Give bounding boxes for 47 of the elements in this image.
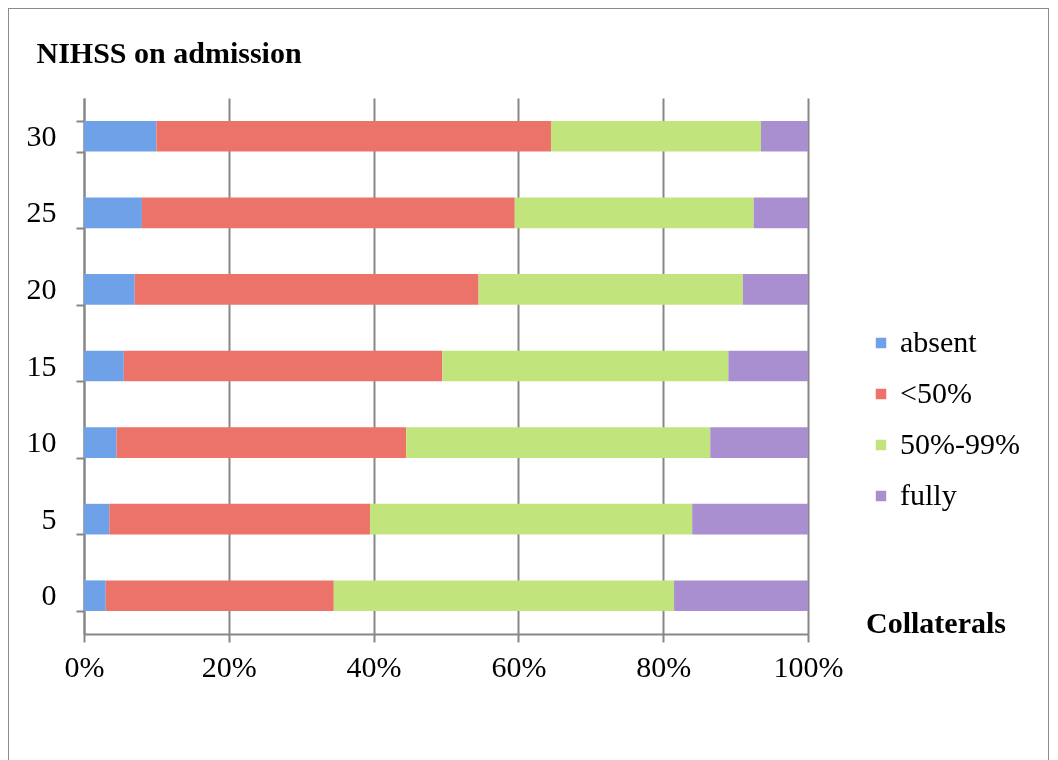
y-tick-label: 10	[26, 425, 57, 459]
x-tick-label: 60%	[491, 649, 547, 683]
x-tick-label: 0%	[64, 649, 105, 683]
x-tick-label: 40%	[346, 649, 402, 683]
bar	[84, 580, 106, 612]
bar	[514, 197, 754, 229]
y-tick-label: 15	[26, 348, 57, 382]
y-tick-label: 5	[41, 501, 57, 535]
bar	[105, 580, 334, 612]
bar	[728, 350, 808, 382]
bar	[369, 503, 693, 535]
bar	[760, 120, 808, 152]
legend-label: absent	[900, 325, 978, 358]
legend-label: 50%-99%	[900, 427, 1020, 460]
bar	[84, 120, 157, 152]
bar	[550, 120, 761, 152]
bar	[674, 580, 808, 612]
legend-label: fully	[900, 478, 957, 511]
bar	[84, 350, 124, 382]
bar	[109, 503, 370, 535]
y-tick-label: 30	[26, 118, 57, 152]
bar	[116, 427, 407, 458]
bar	[692, 503, 808, 535]
x-tick-label: 80%	[636, 649, 692, 683]
legend-title: Collaterals	[866, 606, 1006, 639]
bar	[141, 197, 515, 229]
bar	[406, 427, 711, 458]
bar	[710, 427, 808, 458]
y-axis-title: NIHSS on admission	[36, 35, 302, 69]
bar	[442, 350, 729, 382]
bar	[478, 274, 743, 305]
x-tick-label: 20%	[201, 649, 257, 683]
y-tick-label: 25	[26, 195, 57, 229]
bar	[84, 427, 117, 458]
legend-label: <50%	[900, 376, 972, 409]
bar	[123, 350, 443, 382]
x-tick-label: 100%	[773, 649, 844, 683]
bar	[156, 120, 551, 152]
y-tick-label: 20	[26, 271, 57, 305]
bar	[84, 274, 135, 305]
bar	[742, 274, 808, 305]
bar	[84, 197, 142, 229]
y-tick-label: 0	[41, 578, 57, 612]
bar	[333, 580, 675, 612]
bar	[84, 503, 110, 535]
bar	[753, 197, 808, 229]
bar	[134, 274, 479, 305]
